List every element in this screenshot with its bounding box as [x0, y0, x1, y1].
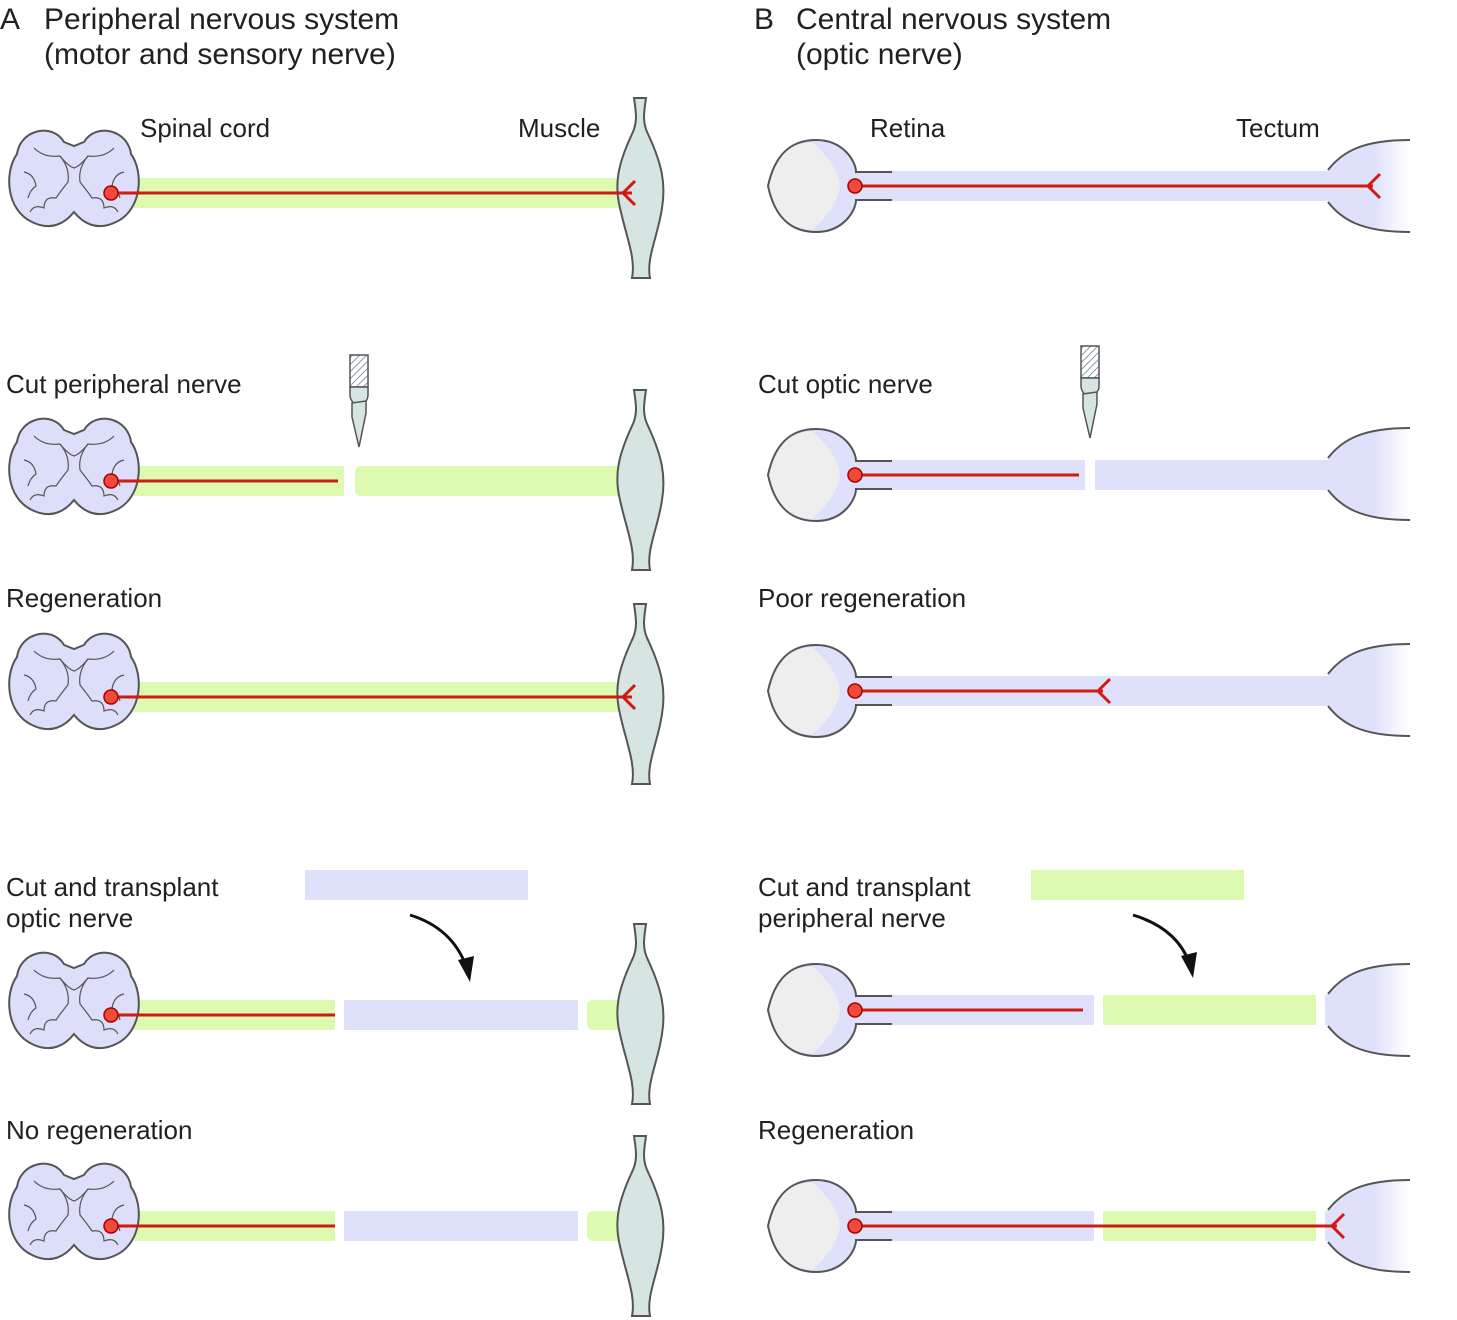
row-a-intact: [8, 97, 665, 279]
row-a-transplant: [8, 870, 665, 1105]
neuron-soma: [103, 1218, 119, 1234]
neuron-soma: [847, 683, 863, 699]
muscle: [616, 923, 665, 1105]
condition-label-regeneration: Regeneration: [6, 583, 162, 613]
axon-terminal: [1365, 172, 1382, 200]
axon-terminal: [1095, 677, 1112, 705]
axon-terminal: [620, 179, 637, 207]
neuron-soma: [103, 1007, 119, 1023]
panel-a-letter: A: [0, 3, 20, 36]
condition-label-cut-optic: Cut optic nerve: [758, 369, 933, 399]
condition-label-cut-transplant: Cut and transplant: [6, 872, 219, 902]
tectum: [1327, 1179, 1411, 1273]
row-b-transplant: [767, 870, 1411, 1057]
curved-arrow-icon: [409, 913, 468, 967]
row-a-cut: [8, 354, 665, 571]
condition-label-regeneration: Regeneration: [758, 1115, 914, 1145]
scalpel-icon: [349, 354, 369, 448]
muscle: [616, 97, 665, 279]
tectum: [1327, 643, 1411, 737]
peripheral-nerve-graft: [1031, 870, 1244, 900]
condition-label-transplant-nerve: optic nerve: [6, 903, 133, 933]
condition-label-no-regeneration: No regeneration: [6, 1115, 192, 1145]
panel-b-subtitle: (optic nerve): [796, 38, 963, 71]
row-b-cut: [767, 345, 1411, 522]
spinal-cord: [8, 632, 140, 731]
neuron-soma: [103, 689, 119, 705]
row-b-regeneration: [767, 1179, 1411, 1273]
muscle-label: Muscle: [518, 113, 600, 143]
spinal-cord: [8, 1162, 140, 1261]
optic-nerve-distal: [1095, 460, 1333, 490]
row-b-poor-regeneration: [767, 643, 1411, 738]
optic-nerve-graft-inserted: [344, 1000, 578, 1030]
condition-label-cut-transplant: Cut and transplant: [758, 872, 971, 902]
retina-label: Retina: [870, 113, 946, 143]
condition-label-poor-regeneration: Poor regeneration: [758, 583, 966, 613]
muscle: [616, 389, 665, 571]
row-a-regeneration: [8, 603, 665, 785]
row-b-intact: [767, 139, 1411, 233]
panel-b-letter: B: [754, 3, 774, 36]
tectum: [1327, 963, 1411, 1057]
panel-a-subtitle: (motor and sensory nerve): [44, 38, 396, 71]
scalpel-icon: [1080, 345, 1100, 439]
spinal-cord: [8, 417, 140, 516]
peripheral-nerve-graft-inserted: [1103, 995, 1316, 1025]
neuron-soma: [847, 467, 863, 483]
spinal-cord: [8, 129, 140, 228]
curved-arrow-icon: [1132, 913, 1191, 963]
neuron-soma: [847, 1002, 863, 1018]
tectum: [1327, 427, 1411, 521]
panel-b: B Central nervous system (optic nerve) R…: [754, 3, 1411, 1273]
panel-a: A Peripheral nervous system (motor and s…: [0, 3, 665, 1317]
panel-a-title: Peripheral nervous system: [44, 3, 399, 36]
spinal-cord-label: Spinal cord: [140, 113, 270, 143]
neuron-soma: [103, 473, 119, 489]
row-a-no-regeneration: [8, 1135, 665, 1317]
neuron-soma: [847, 1218, 863, 1234]
axon-terminal: [620, 683, 637, 711]
condition-label-cut-peripheral: Cut peripheral nerve: [6, 369, 242, 399]
tectum-label: Tectum: [1236, 113, 1320, 143]
spinal-cord: [8, 951, 140, 1050]
peripheral-nerve-distal: [355, 466, 642, 496]
axon-terminal: [1329, 1212, 1346, 1240]
panel-b-title: Central nervous system: [796, 3, 1111, 36]
optic-nerve-graft-inserted: [344, 1211, 578, 1241]
optic-nerve-graft: [305, 870, 528, 900]
condition-label-transplant-nerve: peripheral nerve: [758, 903, 946, 933]
neuron-soma: [103, 185, 119, 201]
neuron-soma: [847, 178, 863, 194]
muscle: [616, 1135, 665, 1317]
